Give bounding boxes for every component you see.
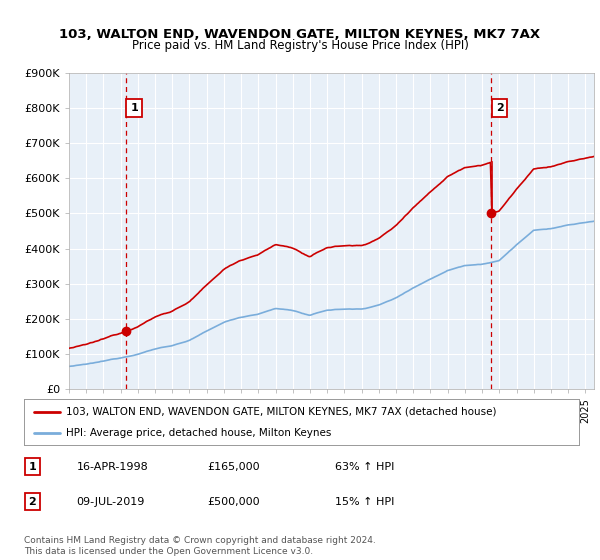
Text: £500,000: £500,000 [207,497,260,507]
Text: 2: 2 [28,497,36,507]
Text: Price paid vs. HM Land Registry's House Price Index (HPI): Price paid vs. HM Land Registry's House … [131,39,469,53]
Text: 09-JUL-2019: 09-JUL-2019 [77,497,145,507]
Text: 63% ↑ HPI: 63% ↑ HPI [335,462,394,472]
Text: 16-APR-1998: 16-APR-1998 [77,462,148,472]
Text: 1: 1 [28,462,36,472]
Text: £165,000: £165,000 [207,462,260,472]
Text: HPI: Average price, detached house, Milton Keynes: HPI: Average price, detached house, Milt… [65,428,331,438]
Text: 2: 2 [496,103,503,113]
Text: 15% ↑ HPI: 15% ↑ HPI [335,497,394,507]
Text: Contains HM Land Registry data © Crown copyright and database right 2024.
This d: Contains HM Land Registry data © Crown c… [24,536,376,556]
Text: 103, WALTON END, WAVENDON GATE, MILTON KEYNES, MK7 7AX: 103, WALTON END, WAVENDON GATE, MILTON K… [59,28,541,41]
Text: 103, WALTON END, WAVENDON GATE, MILTON KEYNES, MK7 7AX (detached house): 103, WALTON END, WAVENDON GATE, MILTON K… [65,407,496,417]
Text: 1: 1 [130,103,138,113]
